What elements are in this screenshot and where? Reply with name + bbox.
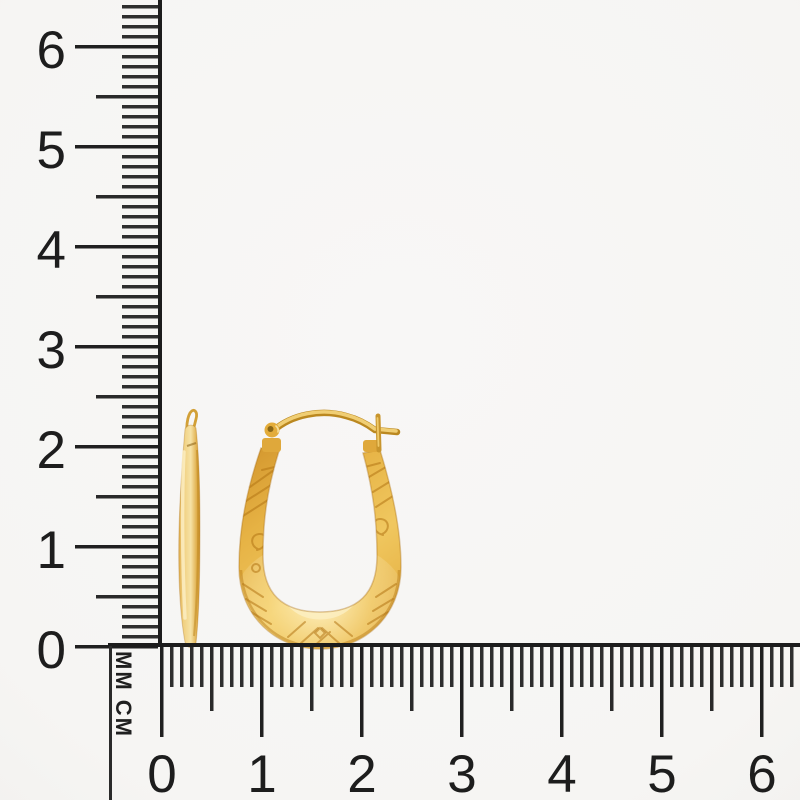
vertical-ruler-label-3: 3 xyxy=(36,321,66,380)
vertical-ruler-label-1: 1 xyxy=(36,521,66,580)
left-tube-ferrule xyxy=(262,438,281,452)
right-tube-ferrule xyxy=(363,440,380,452)
vertical-ruler-cm-ticks xyxy=(75,45,158,651)
horizontal-ruler-label-6: 6 xyxy=(747,745,777,800)
horizontal-ruler-edge-line xyxy=(108,643,800,647)
horizontal-ruler-left-end-line xyxy=(109,646,112,800)
vertical-ruler-label-6: 6 xyxy=(36,21,66,80)
vertical-ruler-label-4: 4 xyxy=(36,221,66,280)
hinge-pin xyxy=(267,426,274,432)
hinge-ball-highlight xyxy=(275,425,279,433)
horizontal-ruler-label-5: 5 xyxy=(647,745,677,800)
vertical-ruler-label-0: 0 xyxy=(36,621,66,680)
vertical-ruler-label-2: 2 xyxy=(36,421,66,480)
horizontal-ruler-cm-ticks xyxy=(160,647,800,737)
earring-front-view xyxy=(238,409,402,650)
vertical-ruler-label-5: 5 xyxy=(36,121,66,180)
horizontal-ruler-label-3: 3 xyxy=(447,745,477,800)
earring-side-view xyxy=(178,409,201,649)
horizontal-ruler-label-1: 1 xyxy=(247,745,277,800)
side-earring-latch-seam xyxy=(186,442,197,447)
vertical-ruler-edge-line xyxy=(158,0,162,647)
clasp-wire xyxy=(271,410,398,433)
side-earring-sheen xyxy=(180,450,187,620)
horizontal-ruler-label-4: 4 xyxy=(547,745,577,800)
side-earring-edge-shadow xyxy=(193,449,200,637)
horizontal-ruler-label-2: 2 xyxy=(347,745,377,800)
clasp-latch-highlight xyxy=(376,417,380,447)
ruler-unit-label: MM CM xyxy=(111,651,136,738)
horizontal-ruler-label-0: 0 xyxy=(147,745,177,800)
